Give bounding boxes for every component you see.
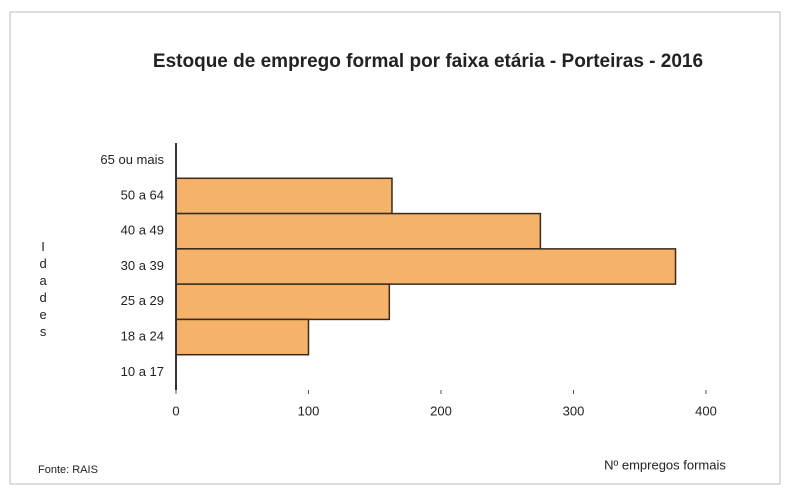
x-tick-label: 300 bbox=[563, 403, 585, 418]
bar bbox=[175, 248, 677, 285]
bar bbox=[175, 318, 310, 356]
bar bbox=[175, 177, 393, 215]
bar bbox=[175, 283, 391, 321]
y-tick-label: 18 a 24 bbox=[121, 329, 164, 344]
source-note: Fonte: RAIS bbox=[38, 464, 98, 476]
y-tick-label: 10 a 17 bbox=[121, 364, 164, 379]
chart-title: Estoque de emprego formal por faixa etár… bbox=[153, 51, 703, 72]
x-tick-label: 400 bbox=[695, 403, 717, 418]
bar bbox=[175, 212, 542, 250]
y-axis-label: Idades bbox=[36, 239, 51, 341]
y-tick-label: 40 a 49 bbox=[121, 223, 164, 238]
y-tick-label: 65 ou mais bbox=[100, 152, 164, 167]
x-axis-label: Nº empregos formais bbox=[604, 457, 726, 472]
x-tick-label: 0 bbox=[172, 403, 179, 418]
y-tick-label: 30 a 39 bbox=[121, 258, 164, 273]
y-tick-label: 50 a 64 bbox=[121, 187, 164, 202]
x-tick-label: 200 bbox=[430, 403, 452, 418]
y-tick-label: 25 a 29 bbox=[121, 293, 164, 308]
x-tick-label: 100 bbox=[298, 403, 320, 418]
